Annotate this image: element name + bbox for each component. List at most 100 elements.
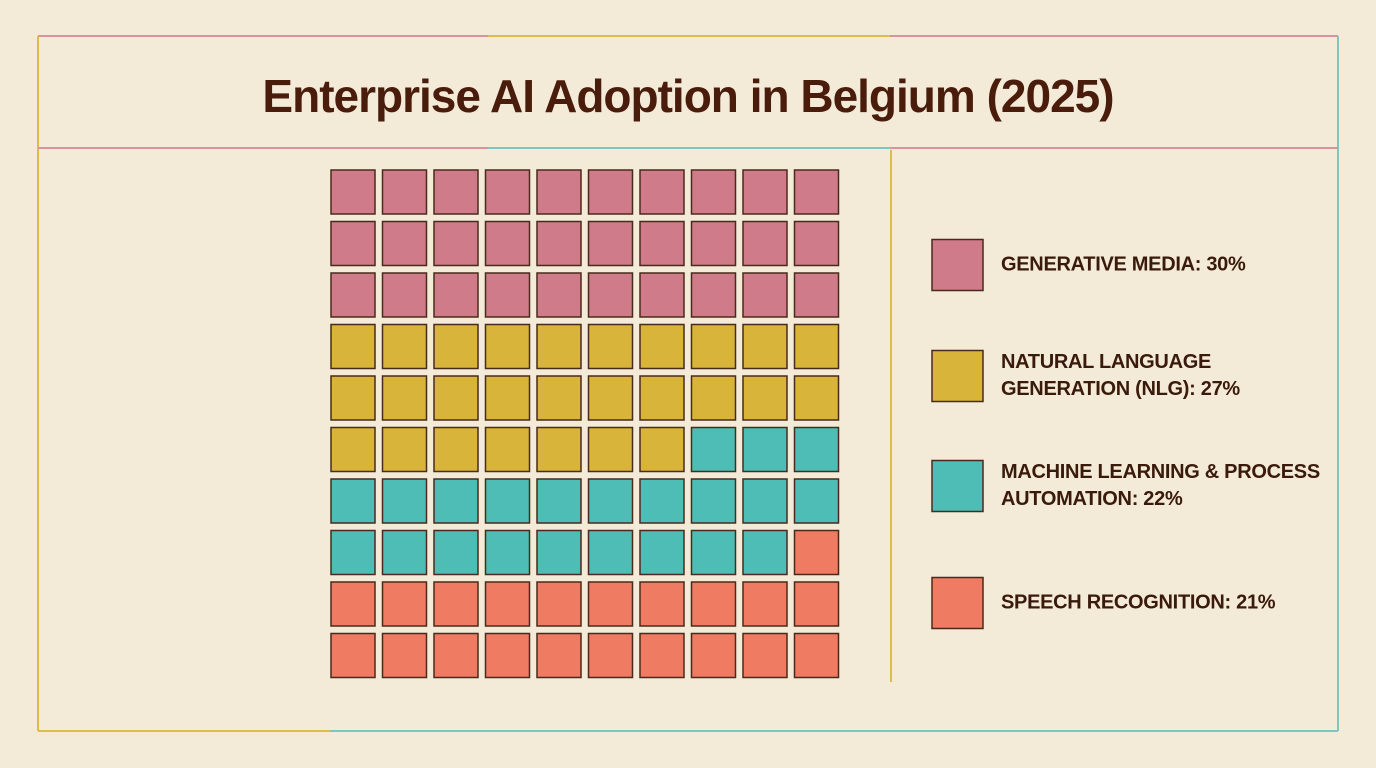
waffle-cell [330,478,376,524]
waffle-cell [381,478,428,524]
waffle-cell [587,220,634,267]
waffle-cell [330,272,376,318]
waffle-cell [381,375,428,421]
waffle-cell [639,323,685,370]
waffle-cell [793,169,840,215]
waffle-cell [536,426,582,473]
waffle-cell [690,272,737,318]
waffle-cell [639,220,685,267]
waffle-cell [690,426,737,473]
waffle-cell [742,426,788,473]
waffle-cell [484,220,531,267]
waffle-cell [433,426,479,473]
waffle-cell [742,632,788,679]
waffle-cell [484,169,531,215]
waffle-cell [587,426,634,473]
waffle-cell [536,581,582,627]
waffle-cell [587,632,634,679]
waffle-cell [484,478,531,524]
waffle-cell [330,529,376,576]
waffle-cell [793,272,840,318]
waffle-cell [793,375,840,421]
waffle-cell [742,529,788,576]
waffle-cell [433,632,479,679]
waffle-cell [536,323,582,370]
waffle-cell [587,272,634,318]
waffle-cell [381,529,428,576]
waffle-cell [484,375,531,421]
chart-title: Enterprise AI Adoption in Belgium (2025) [262,70,1113,122]
waffle-cell [639,426,685,473]
waffle-cell [793,529,840,576]
waffle-cell [330,375,376,421]
legend-label: MACHINE LEARNING & PROCESS AUTOMATION: 2… [1001,461,1320,510]
waffle-cell [536,529,582,576]
waffle-cell [793,581,840,627]
frame [37,35,1339,732]
waffle-cell [330,220,376,267]
waffle-cell [536,272,582,318]
waffle-cell [690,581,737,627]
waffle-cell [793,323,840,370]
waffle-cell [690,220,737,267]
waffle-cell [690,169,737,215]
waffle-cell [381,169,428,215]
legend-swatch [931,459,984,513]
waffle-cell [433,375,479,421]
waffle-cell [690,375,737,421]
legend-label: SPEECH RECOGNITION: 21% [1001,591,1276,614]
waffle-cell [536,220,582,267]
waffle-cell [690,323,737,370]
waffle-cell [639,272,685,318]
waffle-cell [742,323,788,370]
waffle-cell [433,169,479,215]
waffle-cell [484,581,531,627]
waffle-cell [639,478,685,524]
waffle-cell [381,632,428,679]
waffle-cell [690,529,737,576]
waffle-cell [330,323,376,370]
waffle-cell [381,220,428,267]
waffle-cell [742,581,788,627]
waffle-cell [330,581,376,627]
waffle-cell [484,426,531,473]
legend-label: GENERATIVE MEDIA: 30% [1001,253,1246,276]
legend-swatch [931,238,984,292]
waffle-cell [742,272,788,318]
waffle-cell [536,169,582,215]
waffle-cell [742,220,788,267]
waffle-cell [587,375,634,421]
legend-label: NATURAL LANGUAGE GENERATION (NLG): 27% [1001,351,1240,400]
legend-swatch [931,349,984,403]
waffle-cell [484,272,531,318]
waffle-cell [433,323,479,370]
waffle-cell [742,169,788,215]
waffle-cell [742,478,788,524]
waffle-cell [330,169,376,215]
waffle-cell [639,169,685,215]
waffle-cell [587,581,634,627]
waffle-cell [381,426,428,473]
waffle-cell [639,632,685,679]
waffle-cell [536,632,582,679]
waffle-cell [587,529,634,576]
waffle-cell [433,478,479,524]
waffle-cell [587,169,634,215]
legend-swatch [931,576,984,630]
waffle-cell [484,323,531,370]
waffle-cell [690,478,737,524]
waffle-cell [433,272,479,318]
waffle-cell [381,323,428,370]
waffle-cell [433,581,479,627]
waffle-cell [742,375,788,421]
waffle-cell [639,581,685,627]
waffle-cell [381,581,428,627]
waffle-cell [690,632,737,679]
waffle-cell [433,220,479,267]
waffle-cell [484,529,531,576]
waffle-cell [639,529,685,576]
waffle-cell [330,426,376,473]
waffle-cell [587,478,634,524]
waffle-cell [793,632,840,679]
